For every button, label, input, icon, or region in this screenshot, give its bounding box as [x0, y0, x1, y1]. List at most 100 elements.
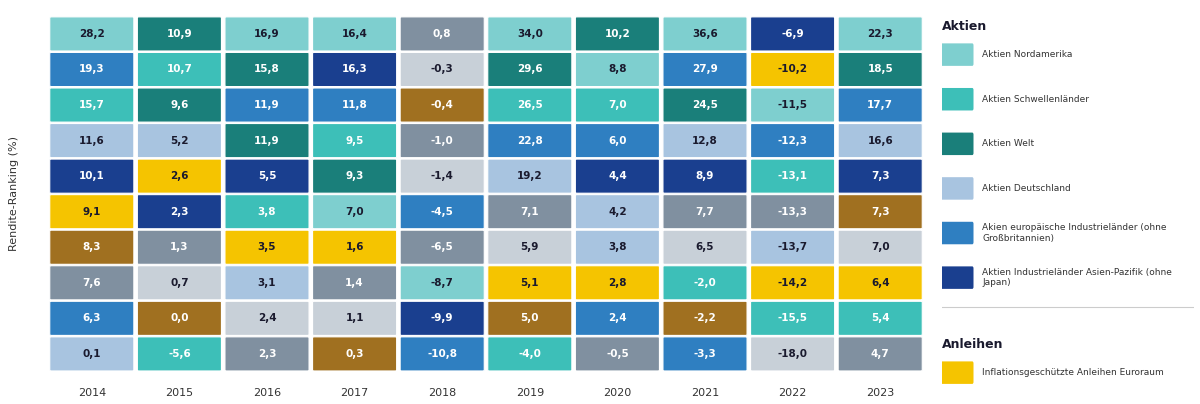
Text: -4,0: -4,0: [518, 349, 541, 359]
Text: 4,7: 4,7: [871, 349, 889, 359]
Text: 3,8: 3,8: [258, 207, 276, 217]
Text: 0,8: 0,8: [433, 29, 451, 39]
FancyBboxPatch shape: [137, 53, 222, 86]
FancyBboxPatch shape: [49, 124, 134, 158]
FancyBboxPatch shape: [575, 230, 660, 264]
Text: -12,3: -12,3: [778, 136, 808, 145]
FancyBboxPatch shape: [662, 195, 748, 229]
Text: 2015: 2015: [166, 388, 193, 398]
FancyBboxPatch shape: [224, 88, 310, 122]
FancyBboxPatch shape: [487, 88, 572, 122]
Text: 2019: 2019: [516, 388, 544, 398]
FancyBboxPatch shape: [137, 88, 222, 122]
Text: 7,0: 7,0: [871, 242, 889, 252]
FancyBboxPatch shape: [662, 159, 748, 193]
FancyBboxPatch shape: [312, 124, 397, 158]
Text: 1,3: 1,3: [170, 242, 188, 252]
Text: 11,9: 11,9: [254, 136, 280, 145]
FancyBboxPatch shape: [575, 337, 660, 371]
Text: 5,4: 5,4: [871, 314, 889, 323]
FancyBboxPatch shape: [838, 266, 923, 300]
Text: -5,6: -5,6: [168, 349, 191, 359]
FancyBboxPatch shape: [838, 301, 923, 335]
FancyBboxPatch shape: [662, 124, 748, 158]
Text: 4,4: 4,4: [608, 171, 626, 181]
Text: 0,3: 0,3: [346, 349, 364, 359]
Text: Akien europäische Industrieländer (ohne Großbritannien): Akien europäische Industrieländer (ohne …: [983, 223, 1166, 243]
FancyBboxPatch shape: [312, 230, 397, 264]
Text: 17,7: 17,7: [868, 100, 893, 110]
Text: Aktien: Aktien: [942, 20, 988, 33]
Text: 1,1: 1,1: [346, 314, 364, 323]
FancyBboxPatch shape: [400, 337, 485, 371]
Text: -0,5: -0,5: [606, 349, 629, 359]
Text: Inflationsgeschützte Anleihen Euroraum: Inflationsgeschützte Anleihen Euroraum: [983, 368, 1164, 377]
Text: Anleihen: Anleihen: [942, 338, 1003, 351]
Text: -13,3: -13,3: [778, 207, 808, 217]
Text: 10,7: 10,7: [167, 65, 192, 74]
Text: -4,5: -4,5: [431, 207, 454, 217]
Text: 5,1: 5,1: [521, 278, 539, 288]
Text: 10,1: 10,1: [79, 171, 104, 181]
FancyBboxPatch shape: [49, 301, 134, 335]
FancyBboxPatch shape: [838, 88, 923, 122]
FancyBboxPatch shape: [838, 337, 923, 371]
FancyBboxPatch shape: [312, 266, 397, 300]
Text: 2021: 2021: [691, 388, 719, 398]
FancyBboxPatch shape: [224, 301, 310, 335]
Text: 2014: 2014: [78, 388, 106, 398]
Text: 2,6: 2,6: [170, 171, 188, 181]
Text: Aktien Industrieländer Asien-Pazifik (ohne Japan): Aktien Industrieländer Asien-Pazifik (oh…: [983, 268, 1172, 287]
Text: -9,9: -9,9: [431, 314, 454, 323]
FancyBboxPatch shape: [941, 133, 973, 155]
FancyBboxPatch shape: [224, 266, 310, 300]
FancyBboxPatch shape: [941, 88, 973, 110]
Text: 11,8: 11,8: [342, 100, 367, 110]
Text: -14,2: -14,2: [778, 278, 808, 288]
FancyBboxPatch shape: [487, 17, 572, 51]
FancyBboxPatch shape: [941, 43, 973, 66]
FancyBboxPatch shape: [400, 124, 485, 158]
FancyBboxPatch shape: [838, 17, 923, 51]
Text: -10,2: -10,2: [778, 65, 808, 74]
Text: 7,3: 7,3: [871, 207, 889, 217]
Text: 3,8: 3,8: [608, 242, 626, 252]
Text: -3,3: -3,3: [694, 349, 716, 359]
Text: -1,4: -1,4: [431, 171, 454, 181]
Text: -13,7: -13,7: [778, 242, 808, 252]
Text: 2,3: 2,3: [170, 207, 188, 217]
Text: -6,5: -6,5: [431, 242, 454, 252]
FancyBboxPatch shape: [941, 362, 973, 384]
Text: 6,0: 6,0: [608, 136, 626, 145]
Text: 16,9: 16,9: [254, 29, 280, 39]
Text: 34,0: 34,0: [517, 29, 542, 39]
FancyBboxPatch shape: [487, 53, 572, 86]
FancyBboxPatch shape: [662, 88, 748, 122]
FancyBboxPatch shape: [49, 88, 134, 122]
Text: -0,3: -0,3: [431, 65, 454, 74]
Text: -13,1: -13,1: [778, 171, 808, 181]
Text: 10,9: 10,9: [167, 29, 192, 39]
FancyBboxPatch shape: [941, 177, 973, 200]
FancyBboxPatch shape: [312, 159, 397, 193]
Text: 9,5: 9,5: [346, 136, 364, 145]
FancyBboxPatch shape: [312, 195, 397, 229]
Text: 36,6: 36,6: [692, 29, 718, 39]
Text: 7,6: 7,6: [83, 278, 101, 288]
FancyBboxPatch shape: [941, 222, 973, 244]
FancyBboxPatch shape: [312, 337, 397, 371]
FancyBboxPatch shape: [838, 230, 923, 264]
FancyBboxPatch shape: [487, 195, 572, 229]
Text: Aktien Schwellenländer: Aktien Schwellenländer: [983, 95, 1090, 104]
FancyBboxPatch shape: [49, 195, 134, 229]
FancyBboxPatch shape: [224, 195, 310, 229]
Text: 6,3: 6,3: [83, 314, 101, 323]
FancyBboxPatch shape: [400, 17, 485, 51]
Text: 26,5: 26,5: [517, 100, 542, 110]
FancyBboxPatch shape: [137, 159, 222, 193]
Text: 7,3: 7,3: [871, 171, 889, 181]
Text: 7,0: 7,0: [608, 100, 626, 110]
Text: -2,0: -2,0: [694, 278, 716, 288]
FancyBboxPatch shape: [575, 159, 660, 193]
FancyBboxPatch shape: [312, 53, 397, 86]
